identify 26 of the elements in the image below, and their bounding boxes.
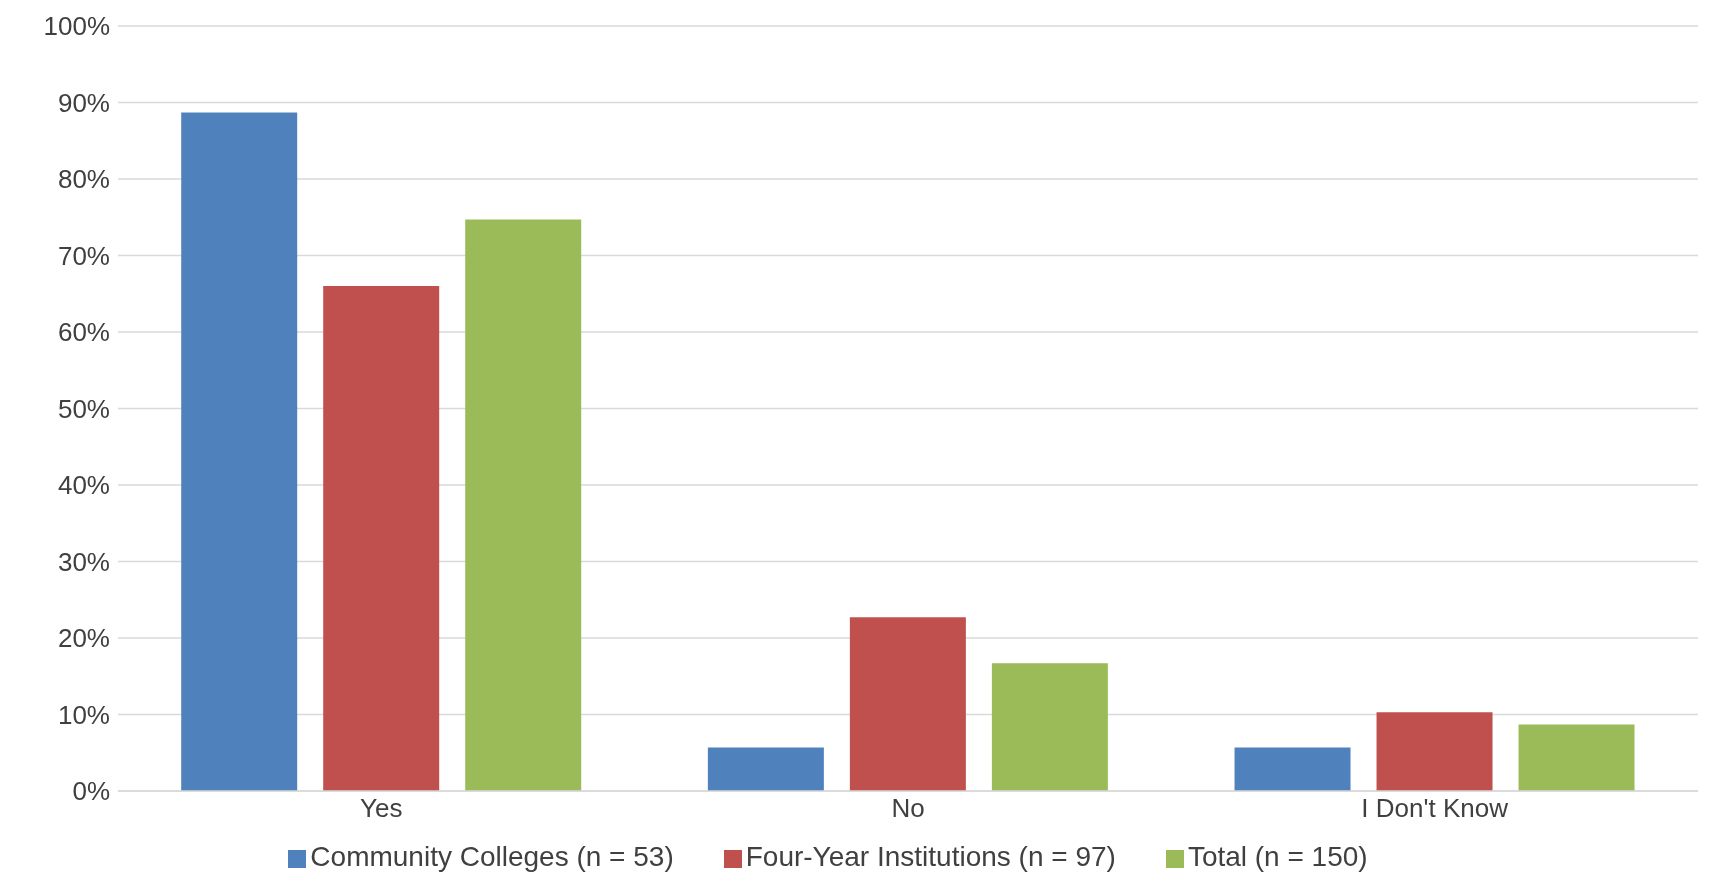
x-tick-label: Yes <box>360 793 403 824</box>
bar <box>1234 747 1351 791</box>
bar <box>323 286 440 791</box>
y-tick-label: 90% <box>57 87 110 118</box>
bar <box>707 747 824 791</box>
legend-label: Four-Year Institutions (n = 97) <box>745 841 1116 872</box>
legend-label: Community Colleges (n = 53) <box>310 841 674 872</box>
y-tick-label: 70% <box>57 240 110 271</box>
x-tick-label: I Don't Know <box>1361 793 1509 824</box>
y-tick-label: 20% <box>57 623 110 654</box>
y-tick-label: 10% <box>57 699 110 730</box>
y-tick-label: 100% <box>43 11 110 42</box>
bar <box>181 112 298 791</box>
bar <box>849 617 966 791</box>
y-tick-label: 0% <box>72 776 110 807</box>
bar <box>1376 712 1493 791</box>
y-tick-label: 50% <box>57 393 110 424</box>
y-tick-label: 60% <box>57 317 110 348</box>
legend-label: Total (n = 150) <box>1187 841 1368 872</box>
y-tick-label: 80% <box>57 164 110 195</box>
bar <box>465 219 582 791</box>
y-tick-label: 30% <box>57 546 110 577</box>
bar <box>991 663 1108 791</box>
x-tick-label: No <box>891 793 925 824</box>
y-tick-label: 40% <box>57 470 110 501</box>
bar <box>1518 724 1635 791</box>
